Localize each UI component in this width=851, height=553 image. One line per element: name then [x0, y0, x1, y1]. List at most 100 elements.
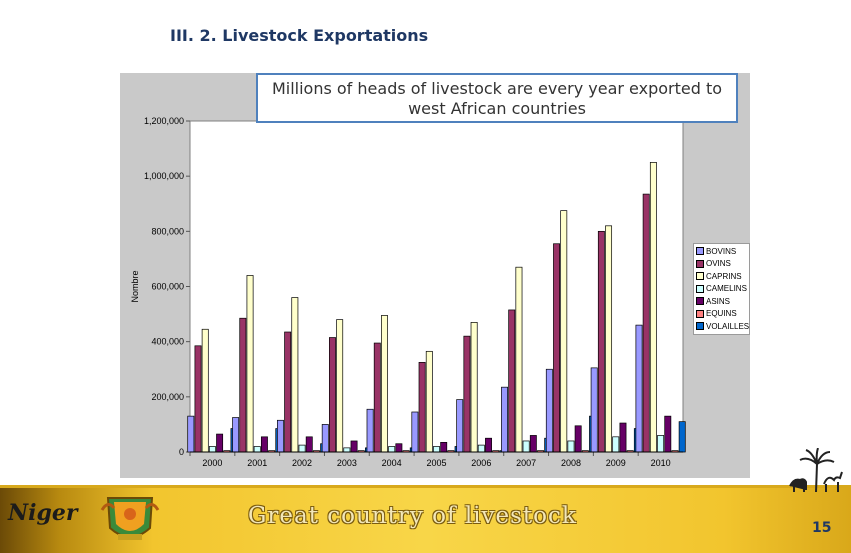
- legend-item-volailles: VOLAILLES: [694, 320, 749, 333]
- livestock-export-chart: 0 200,000 400,000 600,000 800,000 1,000,000 1,…: [130, 116, 686, 468]
- bar-ovins-2003: [329, 337, 336, 453]
- bar-camelins-2007: [522, 440, 530, 453]
- slide-title: III. 2. Livestock Exportations: [170, 26, 429, 45]
- legend-label: VOLAILLES: [706, 321, 750, 331]
- bar-camelins-2002: [298, 444, 306, 453]
- bar-camelins-2001: [253, 446, 261, 453]
- x-tick-label: 2006: [471, 458, 491, 468]
- bar-camelins-2010: [657, 435, 665, 453]
- legend-swatch: [696, 247, 704, 256]
- bar-asins-2000: [216, 433, 224, 453]
- bar-caprins-2007: [515, 266, 523, 453]
- bar-caprins-2010: [649, 162, 657, 453]
- bar-ovins-2004: [373, 342, 381, 453]
- bar-ovins-2001: [239, 317, 247, 453]
- x-tick-label: 2008: [561, 458, 581, 468]
- palm-tree-camel-goat-icon: [789, 448, 843, 493]
- legend-label: CAMELINS: [706, 284, 747, 294]
- bar-asins-2005: [440, 441, 448, 453]
- bar-caprins-2002: [291, 297, 299, 453]
- bar-caprins-2009: [605, 225, 613, 453]
- bar-ovins-2009: [597, 230, 605, 453]
- footer-tagline: Great country of livestock: [248, 503, 577, 529]
- y-tick-label: 400,000: [151, 337, 184, 347]
- bar-bovins-2009: [590, 367, 598, 453]
- bar-bovins-2007: [501, 386, 508, 453]
- legend-swatch: [696, 284, 704, 293]
- bar-ovins-2010: [642, 193, 650, 453]
- x-tick-label: 2007: [516, 458, 536, 468]
- bar-bovins-2003: [321, 424, 329, 453]
- x-tick-label: 2004: [382, 458, 402, 468]
- legend-swatch: [696, 272, 704, 281]
- legend-label: EQUINS: [706, 309, 737, 319]
- bar-ovins-2002: [284, 331, 292, 453]
- page-number: 15: [812, 520, 832, 536]
- bar-camelins-2008: [567, 440, 575, 453]
- bar-caprins-2003: [336, 319, 344, 453]
- bar-caprins-2004: [381, 315, 388, 453]
- bar-asins-2006: [485, 437, 492, 453]
- legend-item-camelins: CAMELINS: [694, 283, 749, 296]
- bar-caprins-2001: [246, 275, 254, 453]
- bar-bovins-2008: [545, 368, 553, 453]
- x-tick-label: 2003: [337, 458, 357, 468]
- y-tick-label: 800,000: [151, 226, 184, 236]
- bar-camelins-2000: [208, 446, 216, 453]
- bar-ovins-2008: [553, 243, 561, 453]
- bar-camelins-2006: [477, 444, 485, 453]
- bar-bovins-2001: [232, 417, 240, 453]
- x-tick-label: 2005: [426, 458, 446, 468]
- bar-caprins-2005: [425, 350, 433, 453]
- bar-asins-2002: [305, 436, 313, 453]
- legend-label: ASINS: [706, 296, 731, 306]
- brand-name: Niger: [8, 500, 78, 526]
- y-tick-label: 1,000,000: [144, 171, 184, 181]
- legend-swatch: [696, 309, 704, 318]
- legend-item-bovins: BOVINS: [694, 245, 749, 258]
- bar-asins-2007: [529, 435, 537, 453]
- bar-asins-2009: [619, 422, 627, 453]
- bar-asins-2010: [664, 415, 672, 453]
- legend-swatch: [696, 322, 704, 331]
- bar-ovins-2006: [463, 335, 471, 453]
- y-axis-label: Nombre: [130, 270, 140, 302]
- bar-ovins-2005: [418, 362, 426, 453]
- x-tick-label: 2010: [651, 458, 671, 468]
- niger-coat-of-arms-icon: [100, 497, 160, 540]
- bar-camelins-2003: [343, 447, 351, 453]
- bar-caprins-2006: [470, 322, 478, 453]
- legend-item-caprins: CAPRINS: [694, 270, 749, 283]
- legend-item-asins: ASINS: [694, 295, 749, 308]
- bar-camelins-2004: [388, 446, 396, 453]
- bar-bovins-2010: [635, 324, 643, 453]
- x-tick-label: 2002: [292, 458, 312, 468]
- footer-stripe: [0, 485, 851, 488]
- legend-item-ovins: OVINS: [694, 258, 749, 271]
- legend-swatch: [696, 259, 704, 268]
- chart-legend: BOVINS OVINS CAPRINS CAMELINS ASINS EQUINS VOL…: [693, 243, 750, 335]
- bar-caprins-2000: [201, 328, 209, 453]
- legend-label: BOVINS: [706, 246, 737, 256]
- legend-label: CAPRINS: [706, 271, 742, 281]
- bar-bovins-2006: [456, 399, 464, 453]
- x-tick-label: 2001: [247, 458, 267, 468]
- legend-item-equins: EQUINS: [694, 308, 749, 321]
- bar-asins-2003: [350, 440, 358, 453]
- bar-asins-2008: [574, 425, 582, 453]
- bar-ovins-2007: [508, 309, 516, 453]
- x-tick-label: 2009: [606, 458, 626, 468]
- bar-bovins-2002: [276, 419, 284, 453]
- bar-bovins-2004: [366, 408, 374, 453]
- chart-panel: 0 200,000 400,000 600,000 800,000 1,000,000 1,…: [120, 73, 750, 478]
- y-tick-label: 0: [179, 447, 184, 457]
- bar-camelins-2005: [433, 446, 440, 453]
- y-tick-label: 600,000: [151, 282, 184, 292]
- chart-callout: Millions of heads of livestock are every…: [256, 73, 738, 123]
- bar-ovins-2000: [194, 345, 202, 453]
- bar-volailles-2010: [678, 421, 686, 453]
- legend-label: OVINS: [706, 259, 731, 269]
- bar-bovins-2000: [187, 415, 195, 453]
- bar-asins-2004: [395, 443, 403, 453]
- bar-asins-2001: [260, 436, 268, 453]
